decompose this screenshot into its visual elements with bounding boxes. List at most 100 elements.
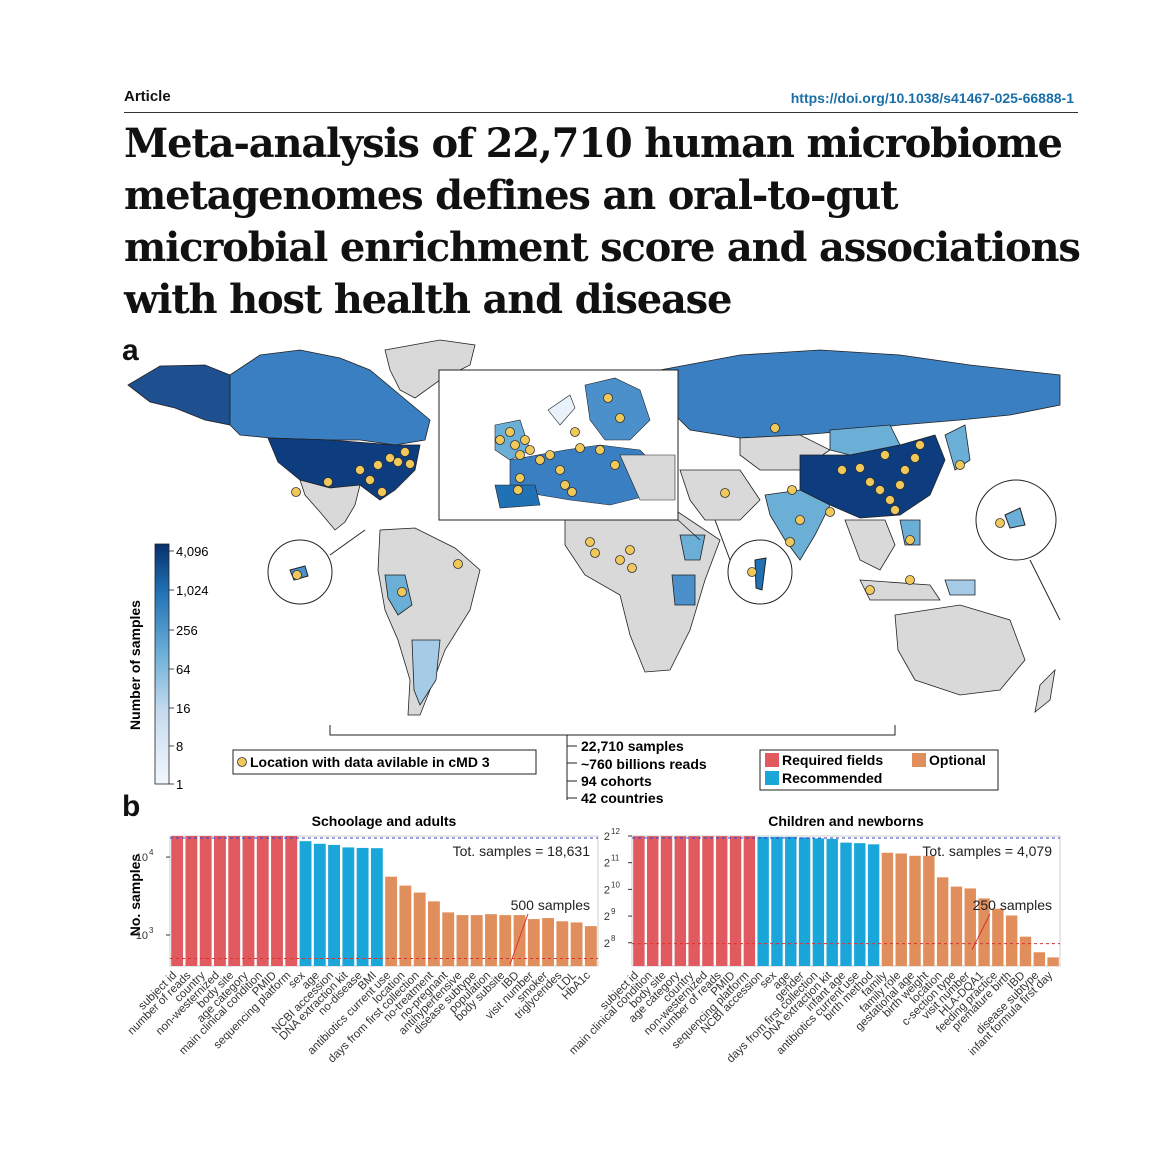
bar [702, 836, 714, 966]
bar [729, 836, 742, 966]
iceland-shape [547, 394, 576, 426]
svg-text:~760 billions reads: ~760 billions reads [581, 756, 707, 772]
location-legend: Location with data avilable in cMD 3 [232, 749, 537, 775]
bar [757, 836, 769, 966]
canada-shape [229, 349, 431, 446]
chart-title: Schoolage and adults [312, 813, 457, 829]
colorbar-tick: 256 [176, 623, 198, 638]
location-legend-label: Location with data avilable in cMD 3 [250, 754, 490, 770]
europe-inset [438, 369, 701, 541]
japan-shape [944, 424, 971, 471]
bar [674, 836, 687, 966]
bar [442, 912, 455, 966]
se-asia-shape [844, 519, 896, 571]
mexico-shape [299, 479, 361, 531]
threshold-label: 250 samples [973, 897, 1052, 913]
bar [1033, 952, 1045, 966]
bar [854, 843, 866, 966]
bar [633, 836, 645, 966]
ethiopia-shape [679, 534, 706, 561]
eastern-europe-shape [619, 454, 676, 501]
bar [950, 886, 963, 966]
y-tick-label: 10 [136, 852, 148, 864]
bar [660, 836, 673, 966]
total-samples-label: Tot. samples = 18,631 [453, 843, 591, 859]
png-shape [944, 579, 976, 596]
bar [556, 921, 569, 966]
bar [513, 915, 526, 966]
bar [992, 908, 1004, 966]
colorbar-tick: 4,096 [176, 544, 209, 559]
y-axis-label: No. samples [127, 854, 143, 937]
bar [385, 876, 398, 966]
bar [978, 898, 990, 966]
colorbar-tick: 64 [176, 662, 190, 677]
bar [313, 843, 326, 966]
paper-title: Meta-analysis of 22,710 human microbiome… [124, 120, 1081, 323]
colorbar-label: Number of samples [127, 600, 143, 730]
philippines-shape [899, 519, 921, 546]
bar [909, 855, 921, 966]
y-tick-exponent: 9 [611, 907, 616, 916]
bar [271, 836, 283, 966]
field-legend: Required fields Optional Recommended [759, 749, 999, 791]
new-zealand-shape [1034, 668, 1056, 713]
india-shape [764, 489, 831, 561]
argentina-shape [411, 639, 441, 706]
bar [923, 855, 935, 966]
y-tick-exponent: 11 [611, 854, 620, 863]
bar [485, 914, 497, 966]
bar [936, 877, 949, 966]
world-map [127, 339, 1061, 716]
bar [798, 837, 811, 966]
bar [785, 836, 797, 966]
y-tick-exponent: 10 [611, 880, 620, 889]
bar [299, 841, 312, 966]
bar [826, 838, 838, 966]
chart-title: Children and newborns [768, 813, 924, 829]
y-tick-exponent: 8 [611, 934, 616, 943]
bar [688, 836, 700, 966]
usa-shape [267, 437, 421, 501]
summary-stats: 22,710 samples ~760 billions reads 94 co… [566, 738, 707, 806]
article-label: Article [124, 88, 171, 105]
panel-a-letter: a [122, 334, 139, 367]
bar [812, 838, 825, 966]
svg-text:Optional: Optional [929, 752, 986, 768]
bar [542, 918, 554, 966]
bar [285, 836, 298, 966]
bar [867, 844, 880, 966]
total-samples-label: Tot. samples = 4,079 [922, 843, 1052, 859]
doi-link[interactable]: https://doi.org/10.1038/s41467-025-66888… [790, 90, 1074, 106]
panel-b-letter: b [122, 790, 141, 823]
svg-text:Required fields: Required fields [782, 752, 883, 768]
y-tick-exponent: 4 [149, 848, 154, 857]
bar [456, 915, 469, 966]
colorbar-tick: 16 [176, 701, 190, 716]
colorbar-tick: 1,024 [176, 583, 209, 598]
location-dots [291, 393, 1005, 597]
bar [499, 915, 512, 966]
bar [527, 919, 540, 966]
bar [185, 836, 198, 966]
threshold-pointer [971, 913, 991, 950]
bar [584, 926, 597, 966]
bar [428, 901, 440, 966]
svg-text:94 cohorts: 94 cohorts [581, 773, 652, 789]
y-tick-label: 2 [604, 858, 610, 870]
colorbar-tick: 8 [176, 739, 183, 754]
threshold-pointer [509, 913, 529, 965]
bar [228, 836, 241, 966]
y-tick-exponent: 3 [149, 926, 154, 935]
bar [1005, 915, 1018, 966]
bar [356, 847, 369, 966]
middle-east-shape [679, 469, 761, 521]
bar [328, 844, 340, 966]
colorbar: 4,096 1,024 256 64 16 8 1 Number of samp… [127, 543, 209, 792]
y-tick-label: 10 [136, 930, 148, 942]
map-bracket [329, 725, 896, 745]
bar [570, 922, 583, 966]
bar [743, 836, 756, 966]
